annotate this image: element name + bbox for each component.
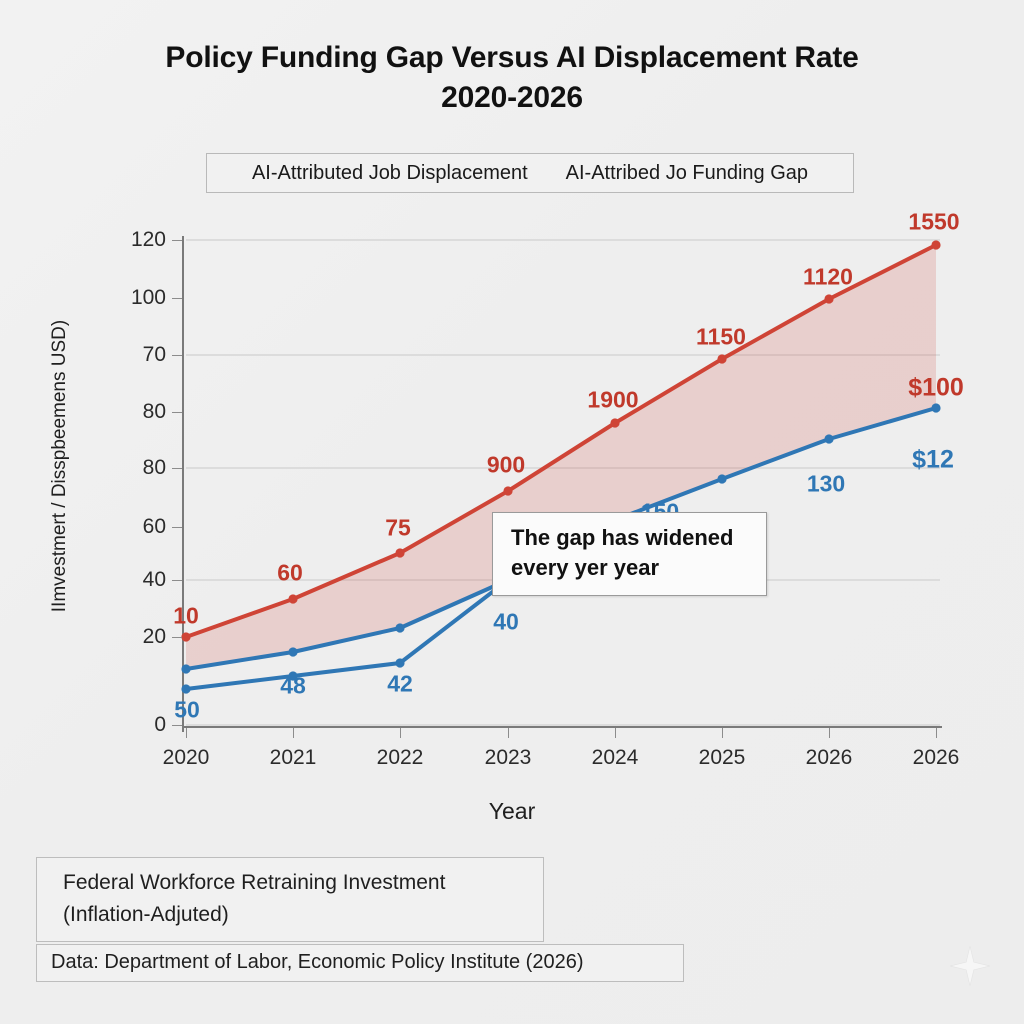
y-tick-label: 80 [142,456,166,479]
data-point-marker[interactable] [395,658,405,668]
y-axis-ticks: 120 100 70 80 80 60 40 20 0 [0,0,166,1024]
x-axis-title: Year [488,798,536,824]
annotation-line-1: The gap has widened [511,525,734,550]
data-value-label: $12 [912,445,954,474]
data-value-label: 42 [387,670,413,697]
y-tick-mark [172,240,182,241]
data-point-marker[interactable] [717,474,727,484]
data-value-label: 1120 [803,263,853,290]
x-axis-line [182,726,942,728]
data-value-label: $100 [908,373,964,402]
x-tick-label: 2022 [376,746,424,769]
y-tick-mark [172,527,182,528]
y-tick-label: 60 [142,515,166,538]
title-line-2: 2020-2026 [441,81,583,114]
x-tick-mark [936,728,937,738]
x-tick-label: 2025 [698,746,746,769]
caption-box: Federal Workforce Retraining Investment … [36,857,544,942]
x-tick-mark [722,728,723,738]
legend-label-funding-gap: AI-Attribed Jo Funding Gap [565,161,809,184]
x-tick-label: 2021 [269,746,317,769]
data-point-marker[interactable] [395,623,405,633]
data-point-marker[interactable] [824,294,834,304]
data-value-label: 900 [486,451,526,478]
data-value-label: 1550 [908,208,960,235]
data-point-marker[interactable] [288,647,298,657]
data-value-label: 60 [277,559,303,586]
data-value-label: 130 [806,470,846,497]
y-tick-mark [172,355,182,356]
data-point-marker[interactable] [181,684,191,694]
page-title: Policy Funding Gap Versus AI Displacemen… [0,38,1024,118]
y-tick-mark [172,580,182,581]
title-line-1: Policy Funding Gap Versus AI Displacemen… [165,41,859,74]
data-point-marker[interactable] [288,594,298,604]
caption-line-1: Federal Workforce Retraining Investment [63,871,446,894]
x-tick-label: 2024 [591,746,639,769]
y-tick-label: 0 [154,713,166,736]
y-tick-mark [172,725,182,726]
data-value-label: 10 [173,602,199,629]
data-point-marker[interactable] [717,354,727,364]
sparkle-icon [950,946,990,986]
x-tick-label: 2026 [912,746,960,769]
data-point-marker[interactable] [181,632,191,642]
series-line-0[interactable] [184,243,938,639]
data-value-label: 1150 [696,323,746,350]
data-point-marker[interactable] [503,486,513,496]
x-tick-mark [829,728,830,738]
data-point-marker[interactable] [181,664,191,674]
data-point-marker[interactable] [931,240,941,250]
y-tick-label: 120 [130,228,166,251]
y-axis-line [182,236,184,732]
y-tick-label: 100 [130,286,166,309]
source-box: Data: Department of Labor, Economic Poli… [36,944,684,982]
x-tick-label: 2020 [162,746,210,769]
x-tick-mark [400,728,401,738]
legend-item-funding-gap[interactable]: AI-Attribed Jo Funding Gap [566,162,808,185]
chart-legend: AI-Attributed Job Displacement AI-Attrib… [206,153,854,193]
x-tick-mark [508,728,509,738]
y-tick-mark [172,637,182,638]
data-point-marker[interactable] [931,403,941,413]
data-point-marker[interactable] [395,548,405,558]
data-point-marker[interactable] [288,671,298,681]
y-tick-mark [172,468,182,469]
series-line-2[interactable] [184,578,510,691]
legend-item-displacement[interactable]: AI-Attributed Job Displacement [252,162,528,185]
data-value-label: 40 [493,608,519,635]
gap-fill-area [186,245,936,669]
x-tick-label: 2026 [805,746,853,769]
x-tick-mark [615,728,616,738]
y-tick-mark [172,298,182,299]
x-tick-label: 2023 [484,746,532,769]
legend-label-displacement: AI-Attributed Job Displacement [251,161,528,184]
x-tick-mark [186,728,187,738]
y-tick-label: 20 [142,625,166,648]
data-value-label: 75 [385,514,411,541]
data-value-label: 50 [174,696,200,723]
data-point-marker[interactable] [824,434,834,444]
y-tick-label: 80 [142,400,166,423]
y-axis-title: IImvestmert / Disspbeemens USD) [49,319,70,613]
x-tick-mark [293,728,294,738]
annotation-callout: The gap has widened every yer year [492,512,767,596]
data-value-label: 48 [280,672,306,699]
y-tick-mark [172,412,182,413]
annotation-line-2: every yer year [511,555,660,580]
data-point-marker[interactable] [610,418,620,428]
data-value-label: 1900 [587,386,639,413]
caption-line-2: (Inflation-Adjuted) [63,903,229,926]
y-tick-label: 40 [142,568,166,591]
y-tick-label: 70 [142,343,166,366]
